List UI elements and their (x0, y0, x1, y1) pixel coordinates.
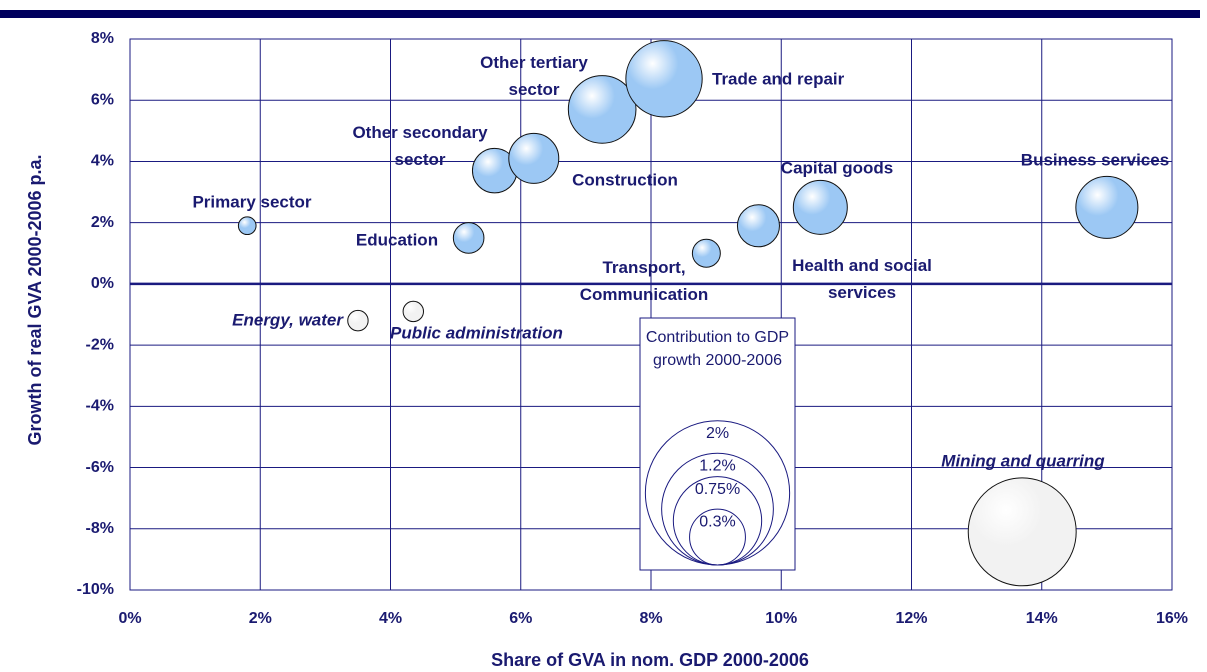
y-tick-label: -8% (86, 520, 114, 537)
bubble (1075, 175, 1139, 239)
bubble (508, 132, 560, 184)
y-tick-label: -2% (86, 336, 114, 353)
x-tick-label: 16% (1156, 610, 1188, 627)
bubble-label: Construction (572, 170, 678, 190)
y-tick-label: -4% (86, 398, 114, 415)
bubble (625, 40, 703, 118)
bubble-label: Other tertiary sector (480, 53, 588, 99)
bubble (691, 238, 721, 268)
x-tick-label: 10% (765, 610, 797, 627)
x-tick-label: 6% (509, 610, 532, 627)
legend-box (639, 317, 796, 571)
legend-size-label: 0.3% (699, 513, 735, 530)
plot-border (129, 38, 1173, 591)
bubble-label: Energy, water (232, 310, 343, 330)
bubble (967, 477, 1077, 587)
x-tick-label: 12% (895, 610, 927, 627)
bubble (567, 75, 637, 144)
bubble-label: Other secondary sector (352, 123, 488, 169)
y-tick-label: 2% (91, 214, 114, 231)
y-tick-label: 6% (91, 91, 114, 108)
bubble-label: Education (355, 230, 439, 250)
bubble-label: Public administration (390, 323, 563, 343)
bubble (452, 222, 485, 254)
x-tick-label: 14% (1026, 610, 1058, 627)
y-tick-label: 8% (91, 30, 114, 47)
x-axis-label: Share of GVA in nom. GDP 2000-2006 (491, 650, 809, 670)
legend-size-label: 1.2% (699, 457, 735, 474)
bubble-label: Business services (1020, 150, 1170, 170)
bubble-label: Transport, Communication (579, 258, 709, 304)
y-tick-label: -10% (77, 581, 114, 598)
bubble-label: Mining and quarring (941, 451, 1105, 471)
legend-title: Contribution to GDP growth 2000-2006 (645, 329, 790, 369)
legend-size-label: 2% (706, 425, 729, 442)
y-axis-label: Growth of real GVA 2000-2006 p.a. (25, 154, 45, 445)
bubble (402, 300, 424, 323)
bubble-label: Primary sector (192, 192, 312, 212)
y-tick-label: 4% (91, 153, 114, 170)
bubble-label: Trade and repair (712, 69, 845, 89)
x-tick-label: 2% (249, 610, 272, 627)
y-tick-label: -6% (86, 459, 114, 476)
bubble-label: Capital goods (780, 158, 894, 178)
bubble (792, 179, 848, 235)
x-tick-label: 0% (118, 610, 141, 627)
bubble (347, 309, 369, 332)
bubble (237, 216, 257, 236)
legend-circle (689, 508, 746, 566)
bubble (736, 204, 780, 248)
legend-size-label: 0.75% (695, 481, 740, 498)
x-tick-label: 4% (379, 610, 402, 627)
bubble-label: Health and social services (792, 256, 932, 302)
x-tick-label: 8% (639, 610, 662, 627)
top-bar (0, 10, 1200, 18)
y-tick-label: 0% (91, 275, 114, 292)
